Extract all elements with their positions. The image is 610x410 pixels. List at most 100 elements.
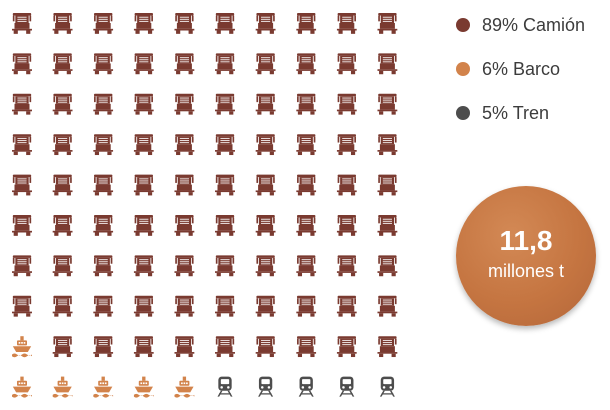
truck-icon xyxy=(296,215,317,236)
truck-icon xyxy=(336,295,357,317)
truck-icon xyxy=(174,53,195,75)
truck-icon xyxy=(255,134,276,156)
legend-item: 5Tren xyxy=(456,102,606,124)
truck-icon xyxy=(296,134,317,156)
truck-icon xyxy=(377,93,398,115)
truck-icon xyxy=(12,53,32,75)
legend-series-name: Barco xyxy=(513,58,561,79)
truck-icon xyxy=(174,215,195,236)
truck-icon xyxy=(215,53,235,75)
truck-icon xyxy=(174,336,195,358)
truck-icon xyxy=(336,53,357,75)
truck-icon xyxy=(93,174,114,196)
truck-icon xyxy=(377,174,398,196)
truck-icon xyxy=(255,93,276,115)
truck-icon xyxy=(52,134,73,156)
truck-icon xyxy=(133,174,154,196)
truck-icon xyxy=(93,134,114,156)
truck-icon xyxy=(255,295,276,317)
truck-icon xyxy=(93,13,114,34)
truck-icon xyxy=(215,134,235,156)
truck-icon xyxy=(336,336,357,358)
legend-swatch xyxy=(456,18,470,32)
truck-icon xyxy=(377,13,398,34)
legend-swatch xyxy=(456,62,470,76)
truck-icon xyxy=(296,13,317,34)
truck-icon xyxy=(215,93,235,115)
legend-item: 89Camión xyxy=(456,14,606,36)
truck-icon xyxy=(52,336,73,358)
truck-icon xyxy=(215,215,235,236)
truck-icon xyxy=(336,215,357,236)
total-unit: millones t xyxy=(487,261,565,281)
truck-icon xyxy=(52,255,73,277)
truck-icon xyxy=(12,174,32,196)
truck-icon xyxy=(12,295,32,317)
truck-icon xyxy=(336,13,357,34)
legend-series-name: Camión xyxy=(523,14,586,35)
truck-icon xyxy=(133,255,154,277)
truck-icon xyxy=(174,174,195,196)
ship-icon xyxy=(12,336,32,358)
legend-value: 5 xyxy=(482,103,513,123)
truck-icon xyxy=(255,336,276,358)
truck-icon xyxy=(133,134,154,156)
train-icon xyxy=(298,376,314,397)
legend-swatch xyxy=(456,106,470,120)
truck-icon xyxy=(52,295,73,317)
truck-icon xyxy=(93,255,114,277)
truck-icon xyxy=(215,255,235,277)
truck-icon xyxy=(174,13,195,34)
truck-icon xyxy=(255,174,276,196)
truck-icon xyxy=(377,295,398,317)
truck-icon xyxy=(12,13,32,34)
truck-icon xyxy=(296,255,317,277)
truck-icon xyxy=(133,215,154,236)
truck-icon xyxy=(377,336,398,358)
total-badge: 11,8 millones t xyxy=(456,186,596,326)
truck-icon xyxy=(336,134,357,156)
truck-icon xyxy=(52,215,73,236)
legend-value: 89 xyxy=(482,15,523,35)
legend-series-name: Tren xyxy=(512,102,550,123)
truck-icon xyxy=(133,13,154,34)
ship-icon xyxy=(12,376,32,398)
truck-icon xyxy=(296,336,317,358)
truck-icon xyxy=(215,295,235,317)
train-icon xyxy=(217,376,233,397)
truck-icon xyxy=(12,134,32,156)
truck-icon xyxy=(296,53,317,75)
legend-label: 5Tren xyxy=(482,103,549,124)
ship-icon xyxy=(93,376,114,398)
truck-icon xyxy=(133,53,154,75)
truck-icon xyxy=(296,93,317,115)
truck-icon xyxy=(215,336,235,358)
truck-icon xyxy=(377,255,398,277)
truck-icon xyxy=(336,255,357,277)
truck-icon xyxy=(52,174,73,196)
pictogram-grid xyxy=(12,13,398,398)
ship-icon xyxy=(133,376,154,398)
truck-icon xyxy=(215,174,235,196)
truck-icon xyxy=(255,13,276,34)
truck-icon xyxy=(133,93,154,115)
truck-icon xyxy=(93,93,114,115)
train-icon xyxy=(258,376,274,397)
train-icon xyxy=(379,376,395,397)
legend-item: 6Barco xyxy=(456,58,606,80)
truck-icon xyxy=(255,53,276,75)
truck-icon xyxy=(377,134,398,156)
truck-icon xyxy=(52,53,73,75)
truck-icon xyxy=(377,53,398,75)
legend-label: 89Camión xyxy=(482,15,585,36)
truck-icon xyxy=(133,336,154,358)
truck-icon xyxy=(174,255,195,277)
ship-icon xyxy=(174,376,195,398)
truck-icon xyxy=(377,215,398,236)
truck-icon xyxy=(12,255,32,277)
truck-icon xyxy=(52,93,73,115)
truck-icon xyxy=(52,13,73,34)
truck-icon xyxy=(12,215,32,236)
truck-icon xyxy=(93,336,114,358)
truck-icon xyxy=(12,93,32,115)
